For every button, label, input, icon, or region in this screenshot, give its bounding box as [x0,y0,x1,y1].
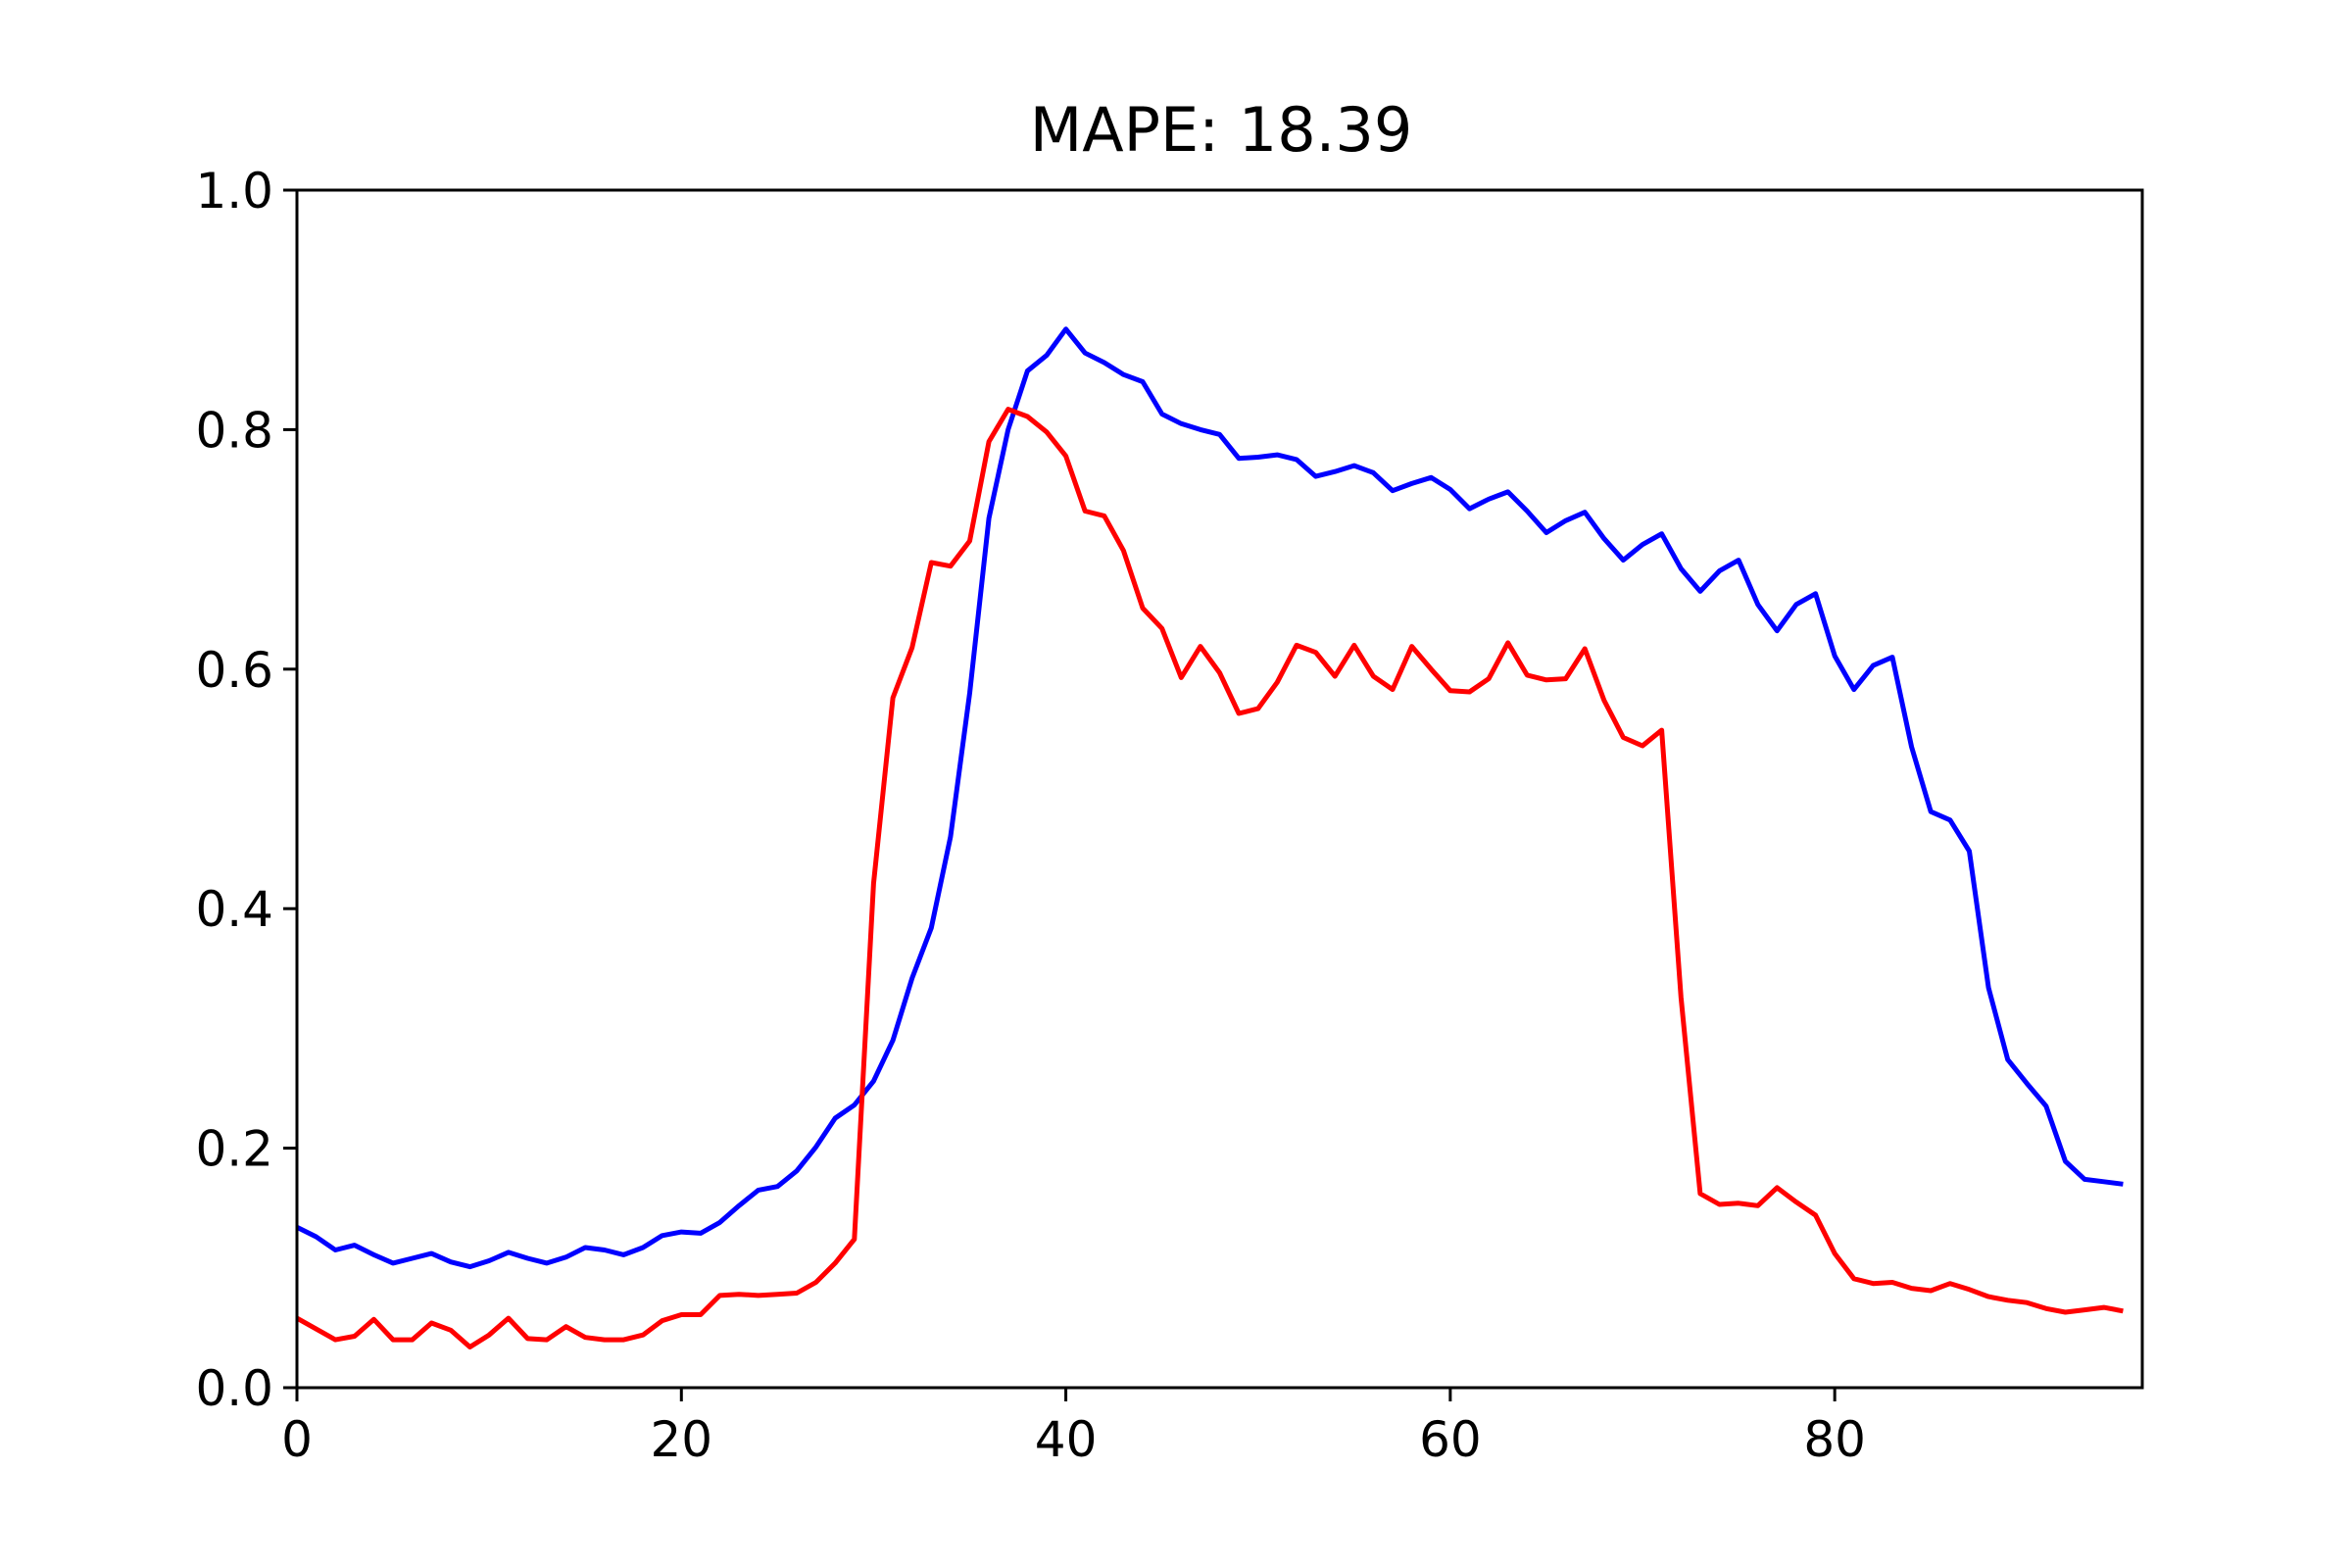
y-tick-label: 0.0 [195,1360,273,1417]
y-axis: 0.0 0.2 0.4 0.6 0.8 1.0 [195,163,297,1417]
series-line-2 [295,407,2124,1349]
x-tick-label: 60 [1419,1411,1482,1468]
x-axis: 0 20 40 60 80 [281,1388,1866,1468]
x-tick-label: 20 [650,1411,712,1468]
x-tick-label: 0 [281,1411,313,1468]
y-tick-label: 0.6 [195,642,273,699]
y-tick-label: 1.0 [195,163,273,220]
x-tick-label: 40 [1035,1411,1098,1468]
y-tick-label: 0.8 [195,402,273,459]
y-tick-label: 0.4 [195,881,273,938]
chart-title: MAPE: 18.39 [1030,94,1413,166]
series-layer [295,326,2124,1349]
plot-frame [295,188,2144,1390]
series-line-1 [295,326,2124,1270]
x-tick-label: 80 [1803,1411,1866,1468]
y-tick-label: 0.2 [195,1121,273,1178]
